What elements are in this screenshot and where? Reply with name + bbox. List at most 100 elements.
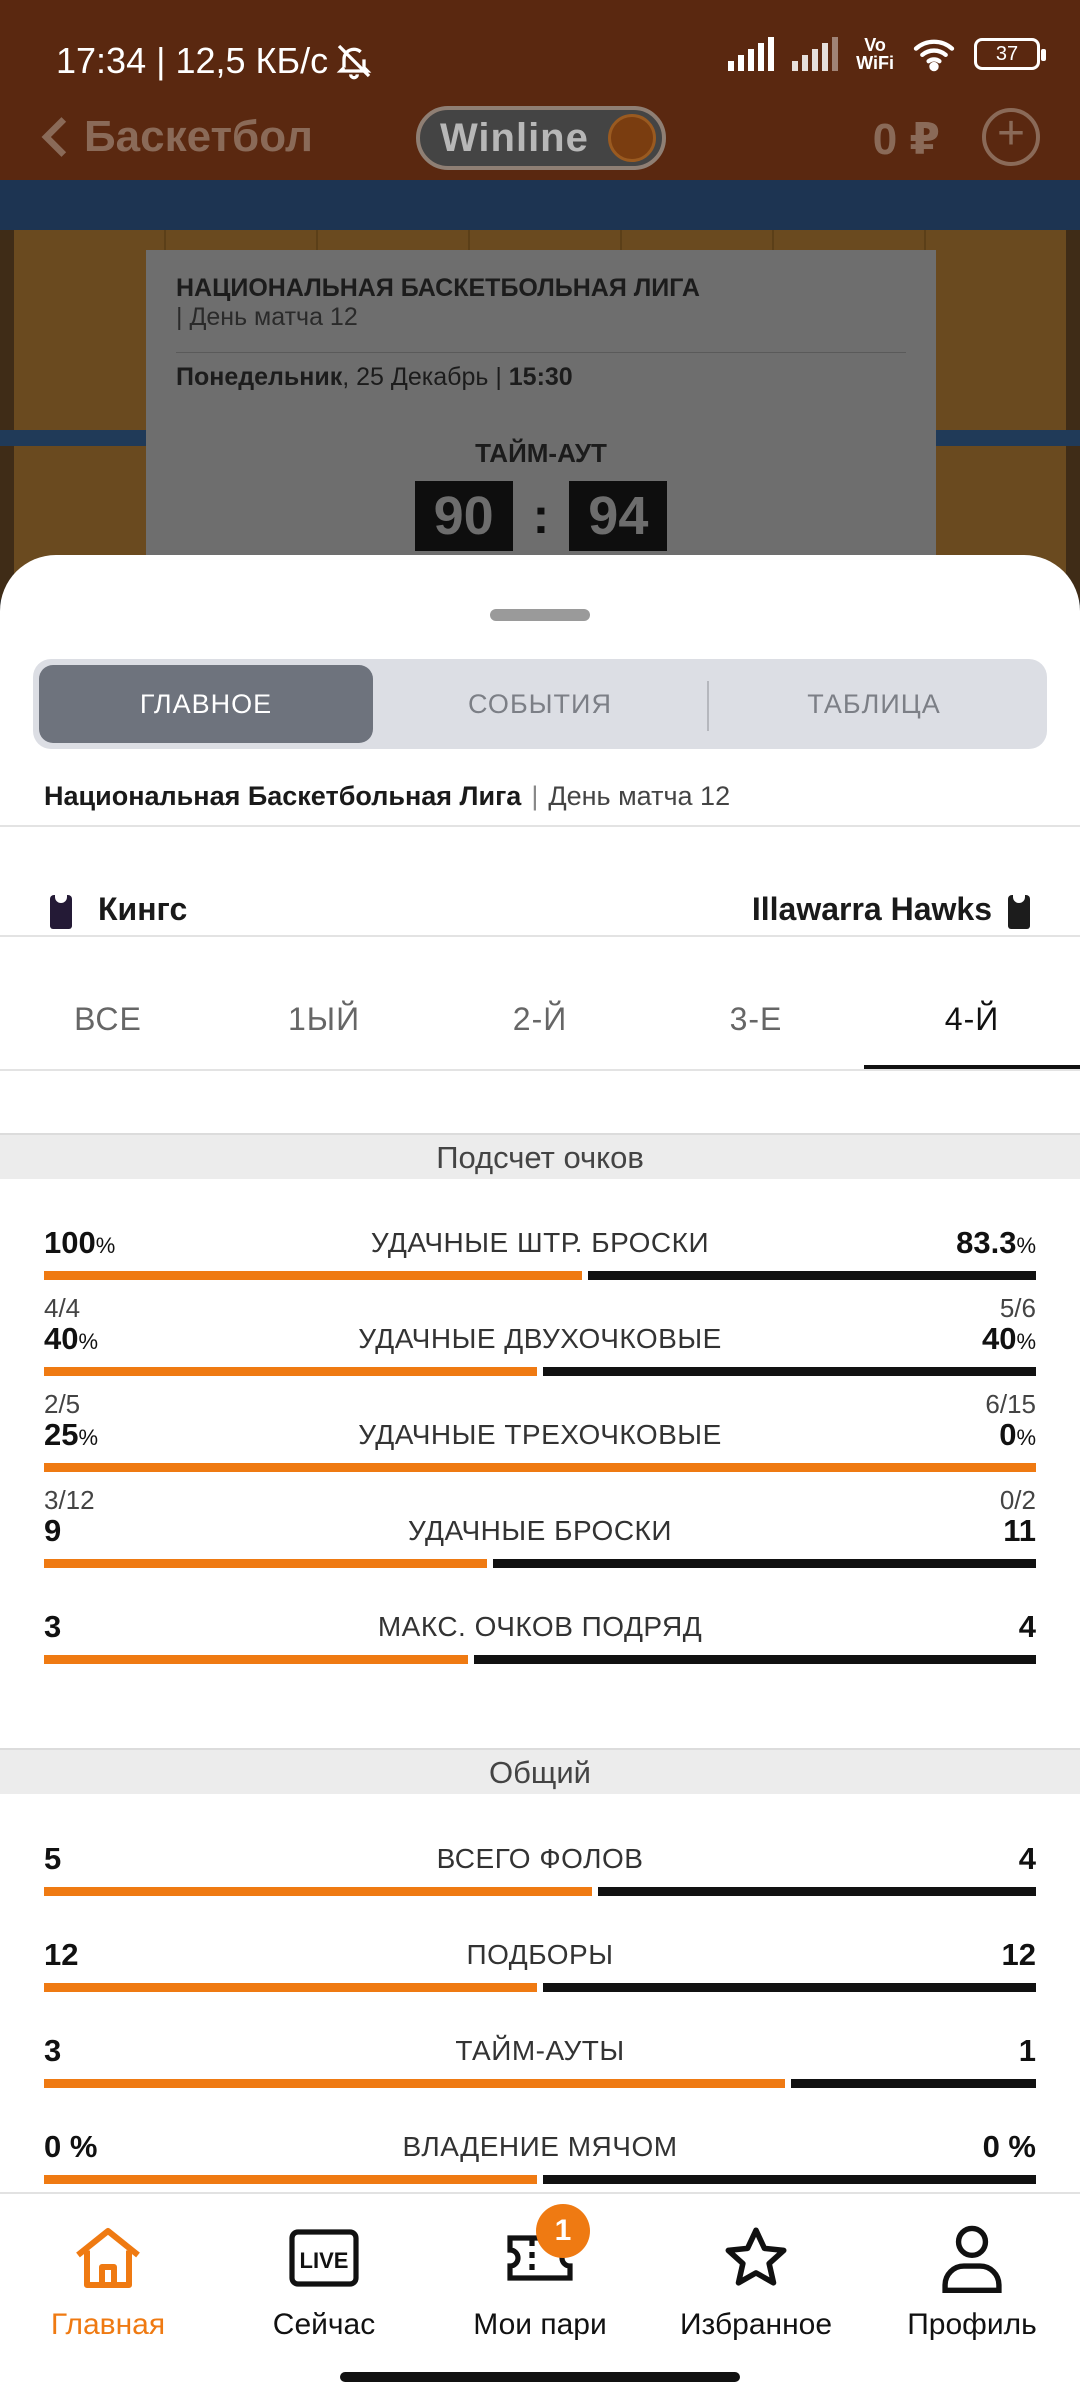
match-league: НАЦИОНАЛЬНАЯ БАСКЕТБОЛЬНАЯ ЛИГА <box>176 274 700 302</box>
stat-bar-away <box>493 1559 1036 1568</box>
stat-title: УДАЧНЫЕ ДВУХОЧКОВЫЕ <box>358 1323 722 1354</box>
tab-main[interactable]: ГЛАВНОЕ <box>39 665 373 743</box>
live-icon: LIVE <box>286 2220 362 2296</box>
nav-home[interactable]: Главная <box>0 2194 216 2400</box>
stat-away-unit: % <box>1016 1233 1036 1258</box>
stat-away-number: 0 % <box>982 2129 1036 2164</box>
stat-away-value: 4 <box>1019 1841 1036 1877</box>
stat-away-sub: 5/6 <box>999 1293 1036 1323</box>
stat-row: 5 ВСЕГО ФОЛОВ 4 <box>44 1841 1036 1901</box>
stat-row: 12 ПОДБОРЫ 12 <box>44 1937 1036 1997</box>
stat-home-sub: 2/5 <box>44 1389 81 1419</box>
tab-events[interactable]: СОБЫТИЯ <box>468 688 612 719</box>
stat-home-unit: % <box>78 1425 99 1450</box>
stat-home-number: 9 <box>44 1513 62 1548</box>
stat-bar <box>44 2175 1036 2184</box>
star-icon <box>718 2220 794 2296</box>
nav-live-label: Сейчас <box>272 2308 376 2341</box>
back-button[interactable]: Баскетбол <box>40 112 313 162</box>
period-2[interactable]: 2-Й <box>512 1000 568 1037</box>
nav-favorites[interactable]: Избранное <box>648 2194 864 2400</box>
stat-title: УДАЧНЫЕ БРОСКИ <box>408 1515 672 1546</box>
stat-title: ВЛАДЕНИЕ МЯЧОМ <box>402 2131 678 2162</box>
main-tabs: ГЛАВНОЕ СОБЫТИЯ ТАБЛИЦА <box>33 659 1047 749</box>
stat-home-value: 0 % <box>44 2129 97 2165</box>
nav-favorites-label: Избранное <box>679 2308 833 2341</box>
section-title-general: Общий <box>0 1748 1080 1794</box>
period-4[interactable]: 4-Й <box>864 969 1080 1069</box>
nav-profile[interactable]: Профиль <box>864 2194 1080 2400</box>
stat-away-number: 4 <box>1018 1841 1036 1876</box>
stat-away-value: 12 <box>1002 1937 1036 1973</box>
stat-bar-home <box>44 2175 537 2184</box>
away-jersey-icon <box>1008 895 1030 929</box>
stat-home-sub: 3/12 <box>44 1485 95 1515</box>
stat-bar-home <box>44 1655 468 1664</box>
my-bets-badge: 1 <box>536 2204 590 2258</box>
stat-home-number: 3 <box>44 1609 62 1644</box>
stat-row: 3 МАКС. ОЧКОВ ПОДРЯД 4 <box>44 1609 1036 1669</box>
stat-title: УДАЧНЫЕ ТРЕХОЧКОВЫЕ <box>358 1419 722 1450</box>
stat-bar-away <box>588 1271 1036 1280</box>
status-right: Vo WiFi 37 <box>728 36 1046 72</box>
stat-home-number: 100 <box>44 1225 96 1260</box>
stat-bar-home <box>44 2079 785 2088</box>
period-3[interactable]: 3-Е <box>729 1000 783 1037</box>
home-score: 90 <box>414 481 513 551</box>
period-all[interactable]: ВСЕ <box>74 1000 142 1037</box>
stat-away-value: 0% <box>999 1417 1036 1453</box>
stat-bar-away <box>474 1655 1036 1664</box>
stat-bar <box>44 1983 1036 1992</box>
divider <box>0 825 1080 827</box>
tab-table[interactable]: ТАБЛИЦА <box>707 665 1041 743</box>
stat-home-number: 0 % <box>44 2129 98 2164</box>
stat-row: 3 ТАЙМ-АУТЫ 1 <box>44 2033 1036 2093</box>
stat-away-value: 1 <box>1019 2033 1036 2069</box>
app-bar: Баскетбол Winline 0 ₽ + <box>0 100 1080 180</box>
user-icon <box>934 2220 1010 2296</box>
nav-live[interactable]: LIVE Сейчас <box>216 2194 432 2400</box>
breadcrumb-separator: | <box>531 781 539 811</box>
stat-row: 9 УДАЧНЫЕ БРОСКИ 11 <box>44 1513 1036 1573</box>
page-title: Баскетбол <box>84 112 313 161</box>
stat-home-number: 12 <box>44 1937 79 1972</box>
stat-home-unit: % <box>78 1329 99 1354</box>
stat-row: 0 % ВЛАДЕНИЕ МЯЧОМ 0 % <box>44 2129 1036 2189</box>
stat-title: МАКС. ОЧКОВ ПОДРЯД <box>377 1611 703 1642</box>
sheet-drag-handle[interactable] <box>490 609 590 621</box>
stat-bar-away <box>791 2079 1036 2088</box>
stat-bar <box>44 1367 1036 1376</box>
stat-title: УДАЧНЫЕ ШТР. БРОСКИ <box>370 1227 710 1258</box>
home-indicator <box>340 2372 740 2382</box>
stat-bar <box>44 1559 1036 1568</box>
stat-bar <box>44 2079 1036 2088</box>
signal-2-icon <box>792 37 839 71</box>
status-time-net: 17:34 | 12,5 КБ/с <box>56 40 329 81</box>
stats-sheet: ГЛАВНОЕ СОБЫТИЯ ТАБЛИЦА Национальная Бас… <box>0 555 1080 2400</box>
home-jersey-icon <box>50 895 72 929</box>
stat-bar-home <box>44 1367 537 1376</box>
nav-my-bets[interactable]: 1 Мои пари <box>432 2194 648 2400</box>
stat-home-number: 40 <box>44 1321 79 1356</box>
brand-name: Winline <box>440 115 589 160</box>
period-1[interactable]: 1ЫЙ <box>287 1000 361 1037</box>
stat-bar-home <box>44 1559 487 1568</box>
stat-away-value: 40% <box>982 1321 1036 1357</box>
stat-away-unit: % <box>1016 1329 1036 1354</box>
stat-away-number: 11 <box>1003 1513 1036 1548</box>
stat-away-number: 40 <box>981 1321 1017 1356</box>
stat-bar-away <box>543 1983 1036 1992</box>
battery-icon: 37 <box>974 38 1046 70</box>
stat-away-number: 4 <box>1018 1609 1036 1644</box>
teams-row: Кингс Illawarra Hawks <box>0 855 1080 967</box>
stat-home-number: 25 <box>44 1417 79 1452</box>
stat-away-number: 0 <box>999 1417 1017 1452</box>
stat-away-number: 12 <box>1001 1937 1036 1972</box>
nav-home-label: Главная <box>50 2308 166 2341</box>
balance[interactable]: 0 ₽ <box>872 115 940 164</box>
scoreboard: 90 : 94 <box>176 481 906 551</box>
stat-away-number: 83.3 <box>956 1225 1017 1260</box>
stat-home-value: 100% <box>44 1225 115 1261</box>
add-funds-button[interactable]: + <box>982 108 1040 166</box>
stat-bar <box>44 1463 1036 1472</box>
